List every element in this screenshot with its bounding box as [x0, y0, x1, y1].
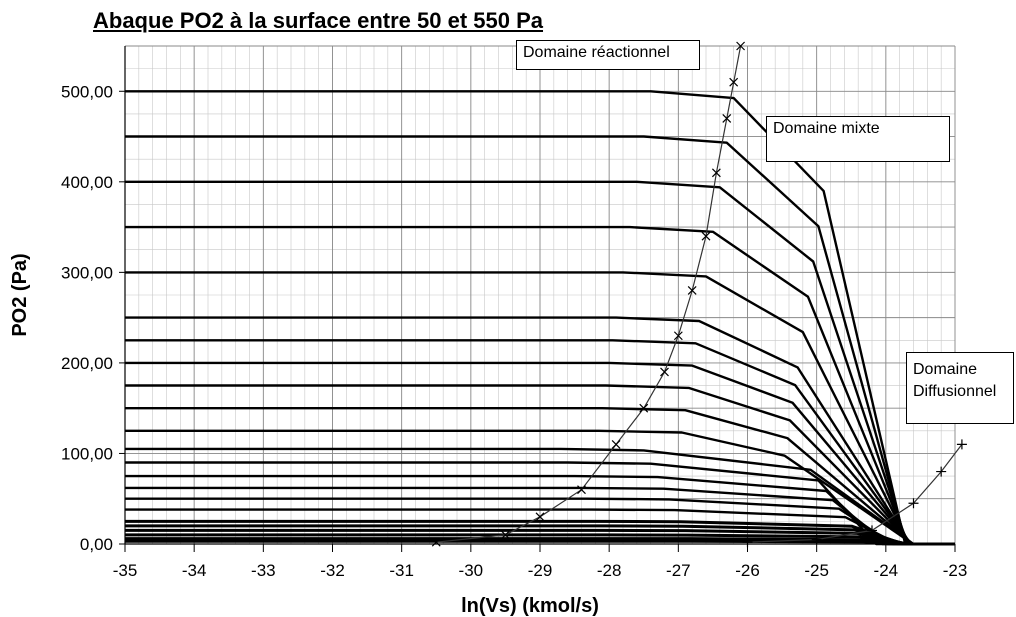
chart-title: Abaque PO2 à la surface entre 50 et 550 …	[93, 8, 544, 33]
data-marker	[660, 367, 669, 377]
data-marker	[722, 114, 732, 123]
annotation-domaine-diffusionnel: Domaine Diffusionnel	[906, 352, 1014, 424]
data-marker	[956, 439, 967, 450]
x-tick-label: -23	[943, 561, 968, 580]
data-marker	[500, 530, 510, 540]
data-marker	[535, 512, 545, 522]
y-tick-label: 300,00	[61, 263, 113, 282]
x-tick-label: -30	[459, 561, 484, 580]
x-tick-label: -26	[735, 561, 760, 580]
x-axis-label: ln(Vs) (kmol/s)	[461, 595, 599, 617]
x-tick-label: -27	[666, 561, 691, 580]
data-marker	[736, 41, 746, 51]
x-tick-label: -28	[597, 561, 622, 580]
x-tick-label: -33	[251, 561, 276, 580]
data-marker	[729, 77, 739, 87]
annotation-domaine-reactionnel: Domaine réactionnel	[516, 40, 700, 70]
y-tick-label: 400,00	[61, 173, 113, 192]
x-tick-label: -34	[182, 561, 207, 580]
x-tick-label: -29	[528, 561, 553, 580]
data-marker	[936, 466, 947, 477]
data-marker	[577, 485, 586, 495]
annotation-domaine-mixte: Domaine mixte	[766, 116, 950, 162]
x-tick-label: -31	[389, 561, 414, 580]
boundary-diffusionnel-curve	[747, 444, 963, 543]
data-marker	[431, 537, 441, 547]
x-tick-label: -25	[804, 561, 829, 580]
data-marker	[687, 286, 697, 295]
y-tick-label: 200,00	[61, 354, 113, 373]
data-marker	[811, 534, 822, 545]
y-tick-label: 0,00	[80, 535, 113, 554]
data-marker	[867, 525, 877, 536]
x-tick-label: -32	[320, 561, 345, 580]
y-tick-label: 500,00	[61, 82, 113, 101]
data-marker	[611, 439, 621, 449]
data-marker	[711, 168, 721, 178]
data-marker	[673, 331, 683, 341]
data-marker	[908, 498, 919, 509]
annotation-diffusionnel-line1: Domaine	[913, 361, 978, 378]
data-marker	[701, 231, 711, 241]
x-tick-label: -35	[113, 561, 138, 580]
data-marker	[639, 403, 649, 413]
boundary-reactionnel-curve	[436, 45, 742, 543]
y-tick-label: 100,00	[61, 444, 113, 463]
annotation-diffusionnel-line2: Diffusionnel	[913, 383, 997, 400]
y-axis-label: PO2 (Pa)	[9, 253, 31, 336]
data-marker	[742, 537, 753, 548]
x-tick-label: -24	[874, 561, 899, 580]
